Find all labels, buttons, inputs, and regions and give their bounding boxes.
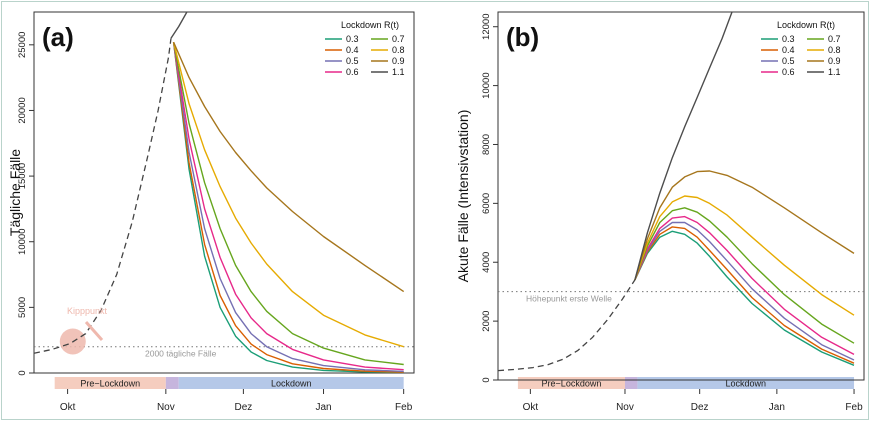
x-tick-label: Nov <box>157 402 175 413</box>
phase-band <box>624 377 638 389</box>
legend-entry: 0.6 <box>782 67 795 77</box>
phase-label: Pre−Lockdown <box>80 379 140 389</box>
series-line-r-0-4 <box>634 226 855 364</box>
legend-entry: 0.4 <box>346 45 359 55</box>
x-tick-label: Jan <box>769 402 785 413</box>
series-line-pre-lockdown <box>498 279 636 372</box>
y-tick-label: 25000 <box>17 32 28 58</box>
series-line-r-0-6 <box>172 42 404 371</box>
legend-entry: 0.5 <box>346 56 359 66</box>
tipping-point-label: Kipppunkt <box>67 306 108 316</box>
y-tick-label: 10000 <box>17 229 28 255</box>
x-tick-label: Dez <box>691 402 709 413</box>
legend-entry: 0.7 <box>828 34 841 44</box>
panel-label: (a) <box>42 22 74 52</box>
y-axis-title: Akute Fälle (Intensivstation) <box>455 110 471 283</box>
series-line-r-0-8 <box>172 42 404 348</box>
legend-entry: 0.8 <box>392 45 405 55</box>
y-tick-label: 15000 <box>17 163 28 189</box>
x-tick-label: Nov <box>616 402 634 413</box>
series-line-r-0-9 <box>172 41 405 293</box>
plot-box <box>33 11 415 374</box>
phase-label: Pre−Lockdown <box>542 379 602 389</box>
series-line-r-0-6 <box>634 215 855 356</box>
legend-title: Lockdown R(t) <box>341 20 399 30</box>
phase-band <box>54 377 166 389</box>
legend-entry: 1.1 <box>392 67 405 77</box>
legend-entry: 0.3 <box>346 34 359 44</box>
x-tick-label: Jan <box>315 402 331 413</box>
series-line-r-0-5 <box>172 42 404 373</box>
series-line-r-0-8 <box>634 195 855 316</box>
phase-band <box>165 377 179 389</box>
series-group <box>34 12 405 373</box>
legend-entry: 0.9 <box>828 56 841 66</box>
series-line-r-0-4 <box>172 42 404 373</box>
legend-entry: 0.8 <box>828 45 841 55</box>
series-line-r-0-3 <box>634 230 855 366</box>
legend-entry: 0.4 <box>782 45 795 55</box>
tipping-point-arrow <box>84 321 104 341</box>
series-line-r-1-1 <box>170 12 188 39</box>
legend-entry: 0.6 <box>346 67 359 77</box>
legend-entry: 0.3 <box>782 34 795 44</box>
series-line-r-0-7 <box>634 207 855 344</box>
y-tick-label: 4000 <box>481 252 492 273</box>
series-line-pre-lockdown <box>34 38 172 354</box>
x-tick-label: Dez <box>234 402 252 413</box>
legend-entry: 0.7 <box>392 34 405 44</box>
y-tick-label: 8000 <box>481 134 492 155</box>
y-tick-label: 2000 <box>481 311 492 332</box>
legend-entry: 0.9 <box>392 56 405 66</box>
y-tick-label: 5000 <box>17 297 28 318</box>
series-line-r-0-9 <box>634 170 855 281</box>
reference-line-label: 2000 tägliche Fälle <box>145 349 217 359</box>
panel-label: (b) <box>506 22 539 52</box>
x-tick-label: Okt <box>523 402 539 413</box>
y-tick-label: 0 <box>481 377 492 382</box>
plot-box <box>497 11 865 381</box>
y-tick-label: 12000 <box>481 14 492 40</box>
chart-panel-b: Pre−Lockdown Lockdown Okt Nov Dez Jan Feb 0 2000… <box>455 11 865 413</box>
x-tick-label: Feb <box>845 402 863 413</box>
series-line-r-0-7 <box>172 42 404 366</box>
legend-entry: 1.1 <box>828 67 841 77</box>
chart-panel-a: Pre−Lockdown Lockdown Okt Nov Dez Jan Feb 0 5000… <box>7 11 415 413</box>
y-tick-label: 10000 <box>481 72 492 98</box>
series-group <box>498 12 855 372</box>
series-line-r-0-5 <box>634 221 855 361</box>
legend-title: Lockdown R(t) <box>777 20 835 30</box>
y-tick-label: 6000 <box>481 193 492 214</box>
y-tick-label: 20000 <box>17 97 28 123</box>
series-line-r-0-3 <box>172 42 404 373</box>
x-tick-label: Okt <box>60 402 76 413</box>
x-tick-label: Feb <box>395 402 413 413</box>
y-tick-label: 0 <box>17 370 28 375</box>
phase-label: Lockdown <box>725 379 766 389</box>
phase-label: Lockdown <box>271 379 312 389</box>
y-axis-title: Tägliche Fälle <box>7 149 23 236</box>
phase-band <box>178 377 404 389</box>
series-line-r-1-1 <box>634 12 733 281</box>
reference-line-label: Höhepunkt erste Welle <box>526 294 612 304</box>
legend-entry: 0.5 <box>782 56 795 66</box>
